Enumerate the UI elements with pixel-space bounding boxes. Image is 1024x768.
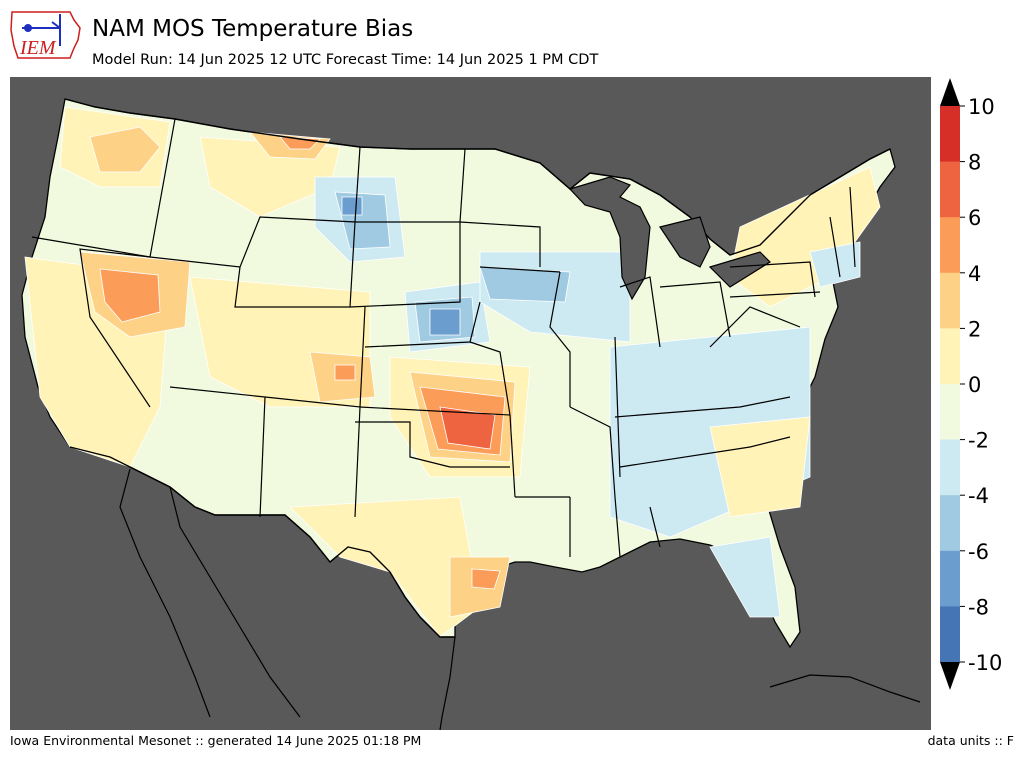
mexico-border bbox=[69, 446, 455, 638]
map-subtitle: Model Run: 14 Jun 2025 12 UTC Forecast T… bbox=[92, 52, 599, 68]
colorbar-swatch bbox=[940, 384, 960, 441]
bias-contours bbox=[24, 106, 881, 638]
weather-station-icon bbox=[22, 14, 61, 46]
bias-zone-northeast-cool bbox=[809, 241, 861, 288]
colorbar-swatch bbox=[940, 161, 960, 218]
bias-zone-nebraska-cold bbox=[429, 308, 461, 336]
cuba-outline bbox=[769, 674, 921, 703]
colorbar-tick-label: 2 bbox=[968, 317, 981, 341]
footer-credit: Iowa Environmental Mesonet :: generated … bbox=[10, 733, 422, 748]
canada-border bbox=[64, 98, 891, 256]
colorbar-tick-label: 10 bbox=[968, 95, 995, 119]
bias-zone-southeast-warm bbox=[709, 416, 811, 518]
colorbar-swatch bbox=[940, 272, 960, 329]
colorbar-tick-label: -2 bbox=[968, 429, 989, 453]
colorbar: 10 8 6 4 2 0 -2 -4 -6 -8 -10 bbox=[940, 78, 1002, 690]
colorbar-tick-label: 6 bbox=[968, 206, 981, 230]
colorbar-swatch bbox=[940, 328, 960, 385]
temperature-bias-map bbox=[10, 77, 931, 730]
bias-zone-dakotas-cold bbox=[341, 196, 363, 216]
colorbar-swatch bbox=[940, 550, 960, 607]
colorbar-swatch bbox=[940, 606, 960, 663]
colorbar-extend-below bbox=[940, 662, 960, 690]
colorbar-extend-above bbox=[940, 78, 960, 106]
state-borders bbox=[31, 118, 856, 558]
mexico-gulf-coast bbox=[439, 636, 456, 730]
colorbar-tick-label: -8 bbox=[968, 595, 989, 619]
colorbar-tick-label: 0 bbox=[968, 373, 981, 397]
colorbar-tick-label: 8 bbox=[968, 151, 981, 175]
footer-units: data units :: F bbox=[927, 733, 1014, 748]
bias-zone-florida-cool bbox=[709, 536, 781, 618]
iowa-outline-shape bbox=[10, 11, 81, 59]
colorbar-swatch bbox=[940, 106, 960, 163]
bias-zone-pacific-nw-warmer bbox=[89, 126, 161, 173]
iem-logo-text: IEM bbox=[19, 37, 57, 59]
gulf-of-california-coast bbox=[169, 486, 301, 718]
bias-zone-nevada-hot bbox=[99, 268, 161, 323]
colorbar-tick-label: 4 bbox=[968, 262, 981, 286]
great-lakes bbox=[568, 176, 771, 301]
colorbar-swatches bbox=[940, 78, 960, 690]
bias-zone-houston-hot bbox=[471, 568, 501, 590]
baja-california-coast bbox=[119, 468, 211, 718]
colorbar-tick-label: -6 bbox=[968, 540, 989, 564]
colorbar-ticks: 10 8 6 4 2 0 -2 -4 -6 -8 -10 bbox=[960, 95, 1002, 675]
colorbar-tick-label: -4 bbox=[968, 484, 989, 508]
bias-zone-colorado-hot bbox=[334, 364, 356, 381]
colorbar-swatch bbox=[940, 217, 960, 274]
colorbar-swatch bbox=[940, 439, 960, 496]
map-title: NAM MOS Temperature Bias bbox=[92, 16, 414, 42]
colorbar-tick-label: -10 bbox=[968, 651, 1002, 675]
iem-logo: IEM bbox=[10, 11, 81, 59]
colorbar-swatch bbox=[940, 495, 960, 552]
bias-zone-oklahoma-hottest bbox=[439, 406, 496, 450]
